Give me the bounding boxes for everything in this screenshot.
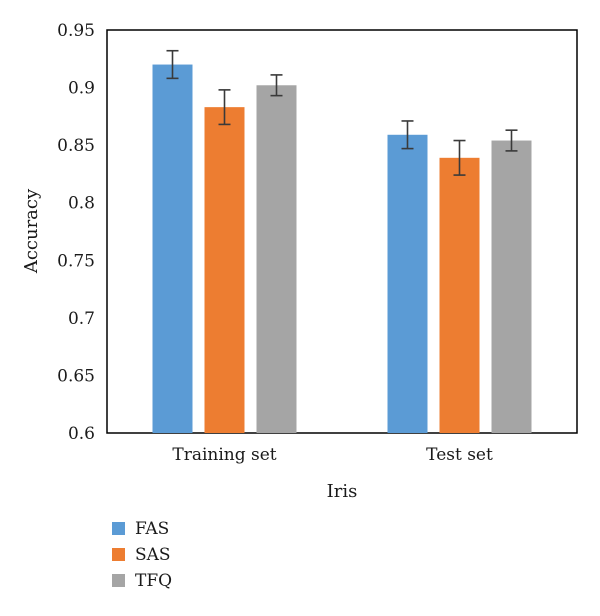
bar-sas-2 (439, 157, 480, 433)
error-bar-fas-2 (401, 120, 414, 150)
x-axis-title: Iris (327, 481, 358, 502)
error-bar-tfq-2 (505, 129, 518, 152)
error-bar-tfq-1 (270, 74, 283, 97)
legend-swatch-tfq (112, 574, 125, 587)
bar-fas-2 (387, 134, 428, 433)
x-tick-label: Test set (426, 445, 493, 465)
legend-swatch-fas (112, 522, 125, 535)
y-tick-label: 0.65 (57, 366, 95, 386)
y-tick-label: 0.75 (57, 251, 95, 271)
y-tick-label: 0.6 (68, 424, 95, 444)
y-tick-label: 0.8 (68, 194, 95, 214)
y-axis-title: Accuracy (21, 188, 42, 274)
y-tick-label: 0.95 (57, 21, 95, 41)
legend-swatch-sas (112, 548, 125, 561)
x-tick-label: Training set (172, 445, 276, 465)
legend: FAS SAS TFQ (112, 519, 172, 591)
y-tick-label: 0.9 (68, 79, 95, 99)
error-bar-fas-1 (166, 49, 179, 80)
bar-sas-1 (204, 107, 245, 433)
bar-fas-1 (152, 64, 193, 434)
legend-label-sas: SAS (135, 545, 171, 565)
y-tick-label: 0.7 (68, 309, 95, 329)
y-tick-label: 0.85 (57, 136, 95, 156)
error-bar-sas-1 (218, 89, 231, 126)
legend-label-tfq: TFQ (135, 571, 172, 591)
bar-tfq-2 (491, 140, 532, 433)
bar-tfq-1 (256, 85, 297, 434)
plot-frame (106, 29, 578, 434)
legend-label-fas: FAS (135, 519, 169, 539)
error-bar-sas-2 (453, 139, 466, 176)
